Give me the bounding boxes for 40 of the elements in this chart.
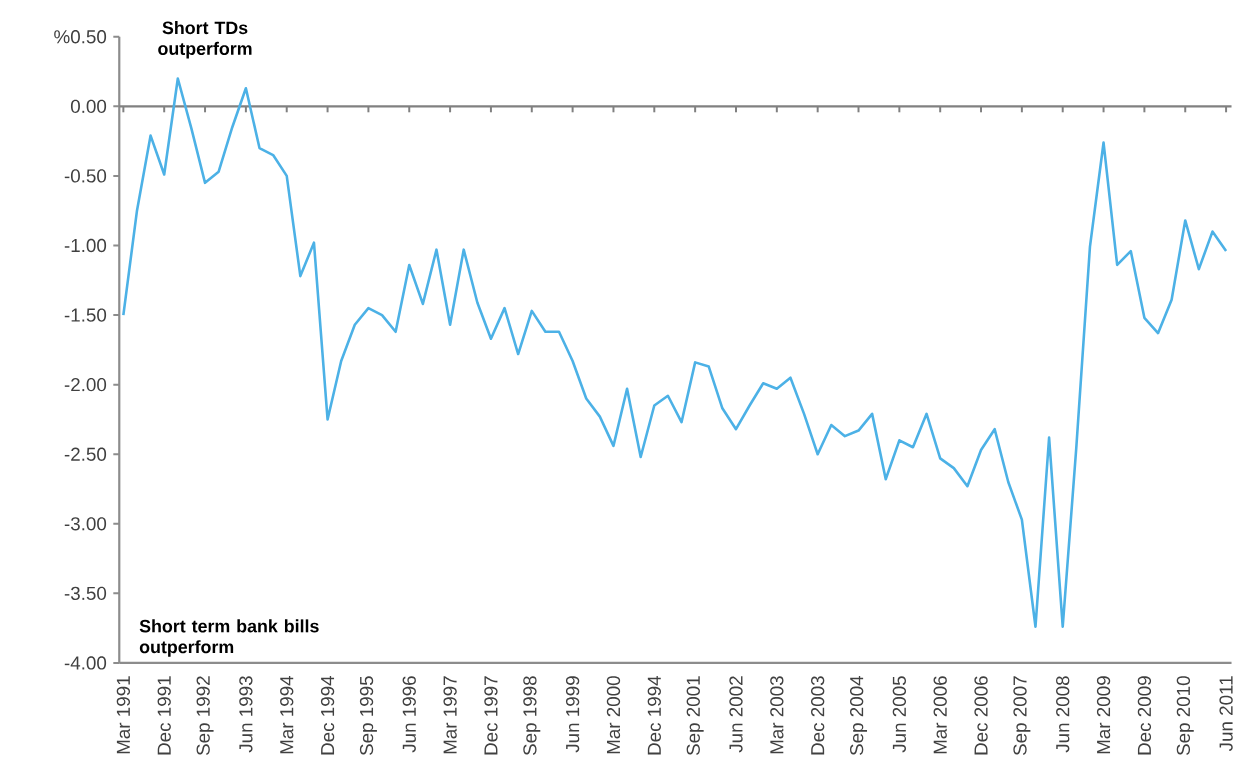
annotation: Short TDs outperform (158, 20, 252, 59)
x-tick-label: Jun 2008 (1056, 676, 1070, 753)
x-tick-label: Dec 1994 (647, 675, 661, 755)
y-tick-label: 0.00 (70, 99, 107, 113)
x-tick-label: Sep 2010 (1176, 676, 1194, 755)
x-tick-label: Jun 1993 (239, 676, 253, 753)
y-tick-label: %0.50 (54, 30, 107, 44)
x-tick-label: Dec 2009 (1137, 676, 1152, 755)
x-tick-label: Mar 2003 (770, 676, 784, 754)
x-tick-label: Sep 2004 (849, 675, 868, 755)
y-tick-label: -1.00 (64, 238, 107, 253)
x-tick-label: Sep 1995 (359, 676, 377, 755)
x-tick-label: Sep 2007 (1013, 676, 1031, 755)
y-tick-label: -2.00 (64, 377, 107, 392)
y-tick-label: -4.00 (64, 656, 107, 670)
x-tick-label: Dec 1997 (484, 676, 498, 755)
y-tick-label: -1.50 (64, 308, 107, 322)
x-tick-label: Dec 1994 (320, 675, 335, 755)
y-tick-label: -0.50 (64, 169, 107, 183)
x-tick-label: Dec 2003 (811, 676, 825, 755)
y-tick-label: -3.50 (64, 586, 107, 600)
x-tick-label: Dec 1991 (157, 676, 171, 755)
annotation: Short term bank bills outperform (139, 619, 319, 657)
x-tick-label: Sep 2001 (686, 676, 704, 755)
x-tick-label: Sep 1998 (523, 676, 541, 755)
x-tick-label: Mar 2006 (933, 676, 947, 754)
x-tick-label: Mar 1997 (443, 676, 457, 754)
x-tick-label: Jun 2002 (729, 676, 743, 753)
x-tick-label: Jun 2011 (1219, 676, 1233, 752)
y-tick-label: -2.50 (64, 447, 107, 461)
x-tick-label: Mar 1994 (280, 675, 294, 754)
x-tick-label: Dec 2006 (974, 676, 988, 755)
y-tick-label: -3.00 (64, 517, 107, 531)
x-tick-label: Jun 1996 (402, 676, 416, 753)
x-tick-label: Jun 1999 (565, 676, 580, 753)
x-tick-label: Mar 1991 (116, 676, 131, 754)
x-tick-label: Mar 2009 (1096, 676, 1111, 754)
x-tick-label: Sep 1992 (196, 676, 214, 755)
x-tick-label: Mar 2000 (606, 676, 621, 754)
x-tick-label: Jun 2005 (892, 676, 907, 753)
